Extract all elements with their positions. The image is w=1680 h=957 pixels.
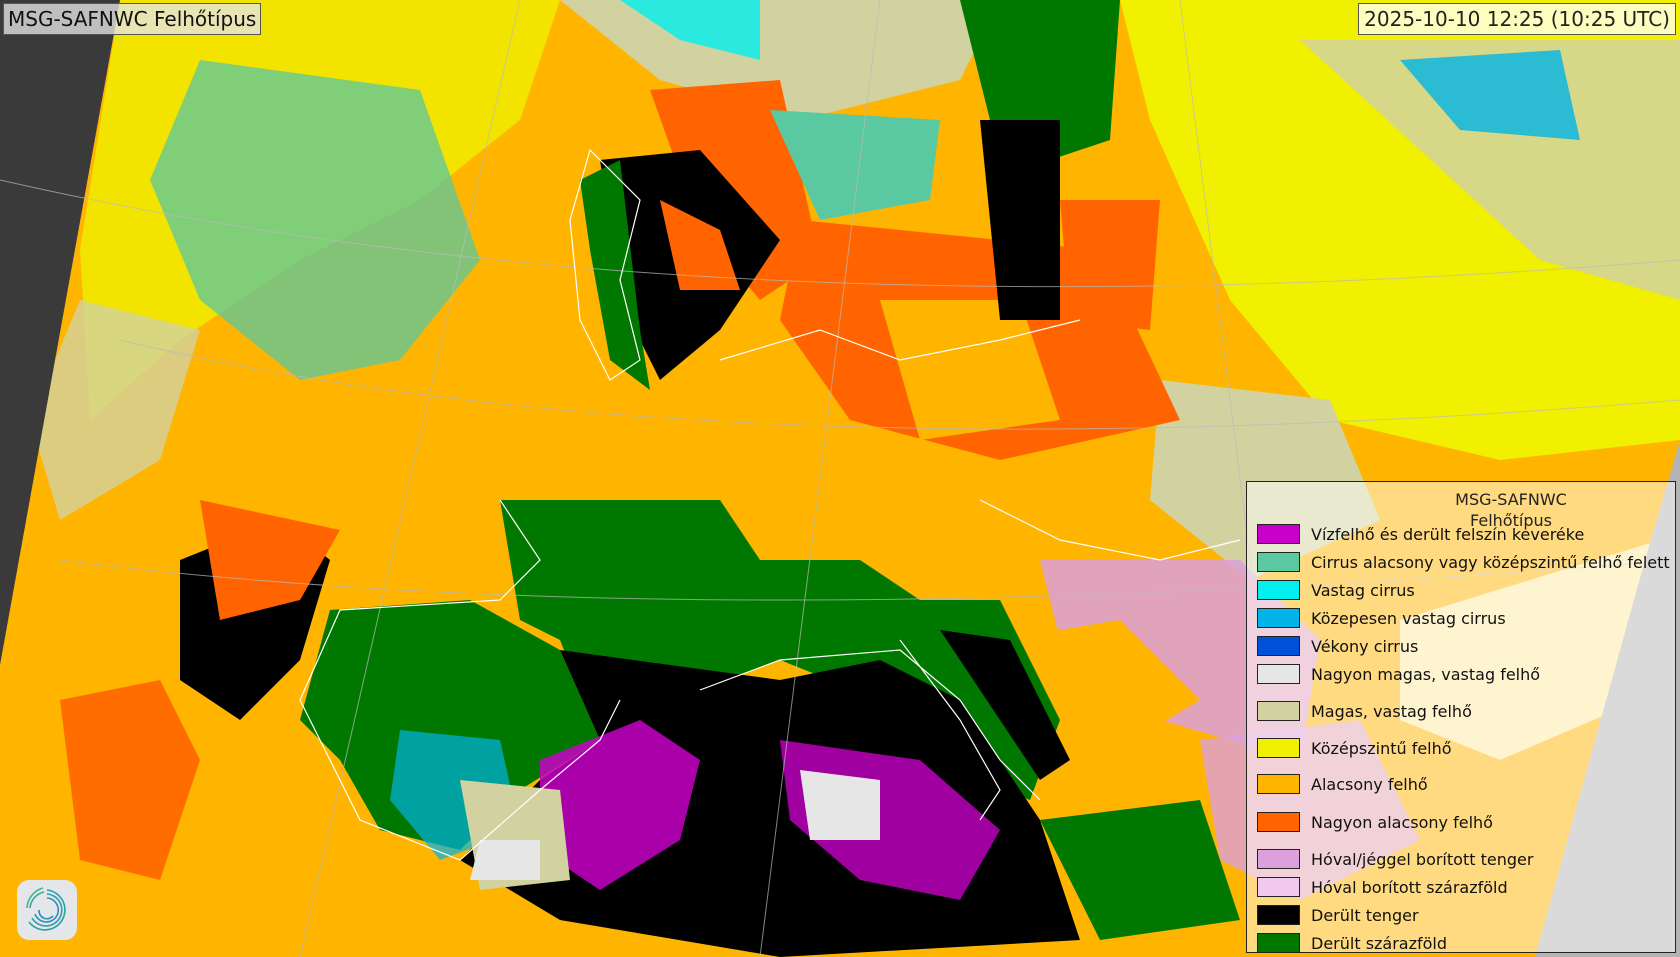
- legend-title: MSG-SAFNWC: [1455, 490, 1567, 509]
- legend-label: Nagyon magas, vastag felhő: [1311, 664, 1541, 684]
- legend-item: Derült tenger: [1257, 905, 1419, 925]
- legend-swatch: [1257, 524, 1300, 544]
- legend-label: Magas, vastag felhő: [1311, 701, 1472, 721]
- legend-label: Középszintű felhő: [1311, 738, 1452, 758]
- swirl-logo-icon: [17, 880, 77, 940]
- coastlines: [299, 148, 1241, 861]
- legend-item: Közepesen vastag cirrus: [1257, 608, 1506, 628]
- legend-swatch: [1257, 636, 1300, 656]
- map-title: MSG-SAFNWC Felhőtípus: [3, 3, 262, 35]
- legend-swatch: [1257, 608, 1300, 628]
- legend-swatch: [1257, 701, 1300, 721]
- legend-label: Cirrus alacsony vagy középszintű felhő f…: [1311, 552, 1670, 572]
- legend: MSG-SAFNWC Felhőtípus Vízfelhő és derült…: [1246, 481, 1676, 953]
- legend-swatch: [1257, 905, 1300, 925]
- no-data-area-west: [0, 0, 120, 665]
- legend-item: Magas, vastag felhő: [1257, 701, 1472, 721]
- legend-swatch: [1257, 774, 1300, 794]
- legend-item: Vastag cirrus: [1257, 580, 1415, 600]
- legend-swatch: [1257, 849, 1300, 869]
- legend-label: Közepesen vastag cirrus: [1311, 608, 1506, 628]
- legend-label: Hóval borított szárazföld: [1311, 877, 1508, 897]
- legend-item: Hóval/jéggel borított tenger: [1257, 849, 1533, 869]
- timestamp: 2025-10-10 12:25 (10:25 UTC): [1358, 3, 1676, 35]
- legend-item: Vízfelhő és derült felszín keveréke: [1257, 524, 1584, 544]
- legend-label: Hóval/jéggel borított tenger: [1311, 849, 1534, 869]
- legend-item: Középszintű felhő: [1257, 738, 1452, 758]
- legend-label: Derült szárazföld: [1311, 933, 1448, 953]
- legend-label: Vastag cirrus: [1311, 580, 1415, 600]
- legend-label: Alacsony felhő: [1311, 774, 1428, 794]
- legend-item: Hóval borított szárazföld: [1257, 877, 1508, 897]
- legend-label: Derült tenger: [1311, 905, 1419, 925]
- legend-swatch: [1257, 812, 1300, 832]
- legend-swatch: [1257, 877, 1300, 897]
- legend-label: Nagyon alacsony felhő: [1311, 812, 1493, 832]
- legend-swatch: [1257, 738, 1300, 758]
- legend-item: Cirrus alacsony vagy középszintű felhő f…: [1257, 552, 1670, 572]
- legend-subtitle: Felhőtípus: [1470, 511, 1552, 530]
- legend-label: Vízfelhő és derült felszín keveréke: [1311, 524, 1585, 544]
- legend-swatch: [1257, 580, 1300, 600]
- legend-swatch: [1257, 552, 1300, 572]
- legend-item: Vékony cirrus: [1257, 636, 1418, 656]
- legend-swatch: [1257, 933, 1300, 953]
- legend-item: Nagyon magas, vastag felhő: [1257, 664, 1540, 684]
- legend-item: Nagyon alacsony felhő: [1257, 812, 1493, 832]
- legend-item: Derült szárazföld: [1257, 933, 1447, 953]
- legend-swatch: [1257, 664, 1300, 684]
- legend-item: Alacsony felhő: [1257, 774, 1428, 794]
- legend-label: Vékony cirrus: [1311, 636, 1419, 656]
